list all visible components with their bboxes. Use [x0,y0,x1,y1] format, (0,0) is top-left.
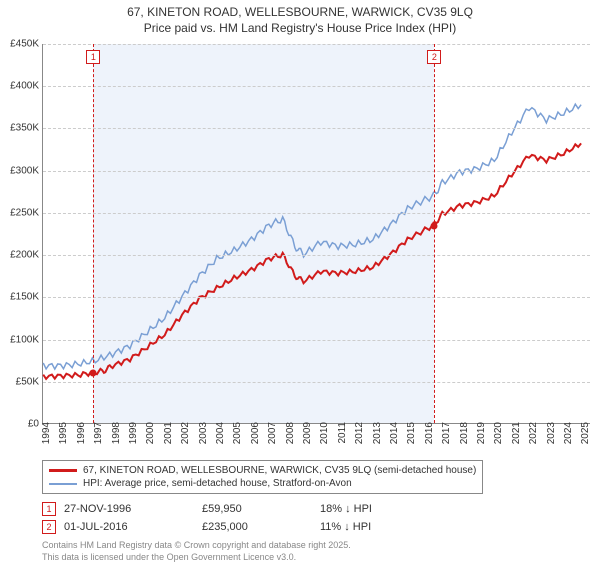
sale-row-marker: 1 [42,502,56,516]
sale-row: 1 27-NOV-1996 £59,950 18% ↓ HPI [42,500,590,518]
y-gridline [43,382,590,383]
y-axis-label: £400K [1,81,39,92]
x-axis-label: 2021 [511,422,522,444]
sale-date: 27-NOV-1996 [64,503,194,515]
x-axis-label: 2013 [372,422,383,444]
y-axis-label: £450K [1,39,39,50]
x-axis-label: 2014 [389,422,400,444]
x-axis-label: 2023 [546,422,557,444]
x-axis-label: 2024 [563,422,574,444]
x-axis-label: 2016 [424,422,435,444]
credits-line1: Contains HM Land Registry data © Crown c… [42,540,590,552]
sale-date: 01-JUL-2016 [64,521,194,533]
x-axis-label: 2018 [459,422,470,444]
legend-row-price-paid: 67, KINETON ROAD, WELLESBOURNE, WARWICK,… [49,464,476,477]
y-gridline [43,171,590,172]
sale-row: 2 01-JUL-2016 £235,000 11% ↓ HPI [42,518,590,536]
chart-lines [43,44,590,423]
x-axis-label: 2015 [406,422,417,444]
sale-point [431,222,438,229]
y-axis-label: £150K [1,292,39,303]
x-axis-label: 2020 [493,422,504,444]
y-gridline [43,44,590,45]
legend-label-hpi: HPI: Average price, semi-detached house,… [83,478,352,489]
sale-rows: 1 27-NOV-1996 £59,950 18% ↓ HPI 2 01-JUL-2016… [42,500,590,536]
legend-swatch-hpi [49,483,77,485]
sale-price: £235,000 [202,521,312,533]
x-axis-label: 2017 [441,422,452,444]
x-axis-label: 2019 [476,422,487,444]
y-gridline [43,86,590,87]
sale-marker-box: 1 [86,50,100,64]
y-axis-label: £0 [1,419,39,430]
legend-label-price-paid: 67, KINETON ROAD, WELLESBOURNE, WARWICK,… [83,465,476,476]
y-axis-label: £100K [1,334,39,345]
x-axis-label: 2006 [250,422,261,444]
x-axis-label: 2005 [232,422,243,444]
x-axis-label: 2001 [163,422,174,444]
y-axis-label: £250K [1,207,39,218]
x-axis-label: 1999 [128,422,139,444]
x-axis-label: 2022 [528,422,539,444]
x-axis-label: 1998 [111,422,122,444]
x-axis-label: 2025 [580,422,591,444]
x-axis-label: 2012 [354,422,365,444]
y-axis-label: £350K [1,123,39,134]
y-axis-label: £50K [1,376,39,387]
x-axis-label: 1996 [76,422,87,444]
sale-marker-box: 2 [427,50,441,64]
x-axis-label: 2008 [285,422,296,444]
sale-vline [434,44,435,423]
x-axis-label: 1995 [58,422,69,444]
title-line1: 67, KINETON ROAD, WELLESBOURNE, WARWICK,… [0,4,600,20]
chart-plot-area: £0£50K£100K£150K£200K£250K£300K£350K£400… [42,44,590,424]
y-gridline [43,128,590,129]
x-axis-label: 2007 [267,422,278,444]
credits-line2: This data is licensed under the Open Gov… [42,552,590,563]
sale-point [90,370,97,377]
x-axis-label: 2011 [337,422,348,444]
y-gridline [43,213,590,214]
y-axis-label: £200K [1,250,39,261]
sale-row-marker: 2 [42,520,56,534]
x-axis-label: 2010 [319,422,330,444]
x-axis-label: 1997 [93,422,104,444]
series-line-hpi [43,104,581,369]
series-line-price_paid [43,143,581,379]
legend-area: 67, KINETON ROAD, WELLESBOURNE, WARWICK,… [42,460,590,563]
sale-price: £59,950 [202,503,312,515]
y-gridline [43,255,590,256]
x-axis-label: 2009 [302,422,313,444]
legend-swatch-price-paid [49,469,77,472]
y-gridline [43,297,590,298]
x-axis-label: 1994 [41,422,52,444]
legend-box: 67, KINETON ROAD, WELLESBOURNE, WARWICK,… [42,460,483,494]
sale-vline [93,44,94,423]
x-axis-label: 2004 [215,422,226,444]
chart-title: 67, KINETON ROAD, WELLESBOURNE, WARWICK,… [0,0,600,36]
y-gridline [43,340,590,341]
sale-diff: 11% ↓ HPI [320,521,480,533]
legend-row-hpi: HPI: Average price, semi-detached house,… [49,477,476,490]
x-axis-label: 2003 [198,422,209,444]
x-axis-label: 2000 [145,422,156,444]
title-line2: Price paid vs. HM Land Registry's House … [0,20,600,36]
x-axis-label: 2002 [180,422,191,444]
y-axis-label: £300K [1,165,39,176]
sale-diff: 18% ↓ HPI [320,503,480,515]
